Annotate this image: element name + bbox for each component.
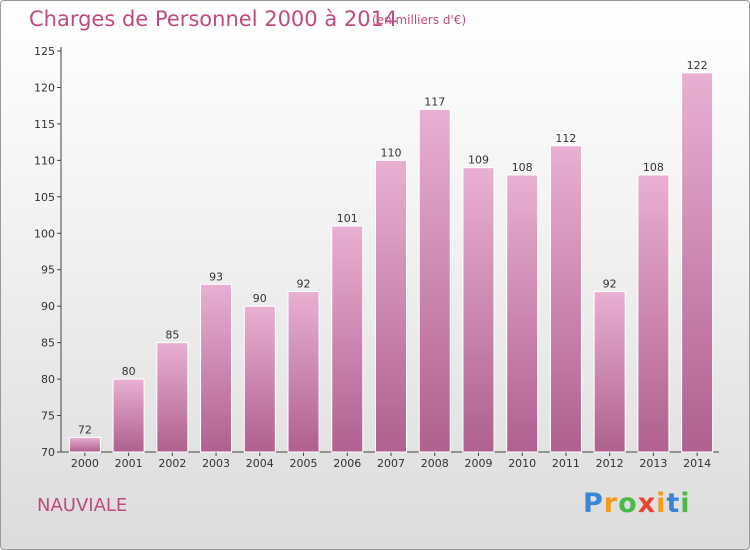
x-tick-label-2005: 2005	[290, 457, 318, 470]
x-tick-label-2003: 2003	[202, 457, 230, 470]
value-label-2005: 92	[297, 278, 311, 291]
value-label-2014: 122	[687, 59, 708, 72]
logo-letter: x	[637, 488, 657, 519]
bar-2001	[112, 378, 145, 453]
x-tick-label-2001: 2001	[115, 457, 143, 470]
y-tick-label: 110	[34, 154, 55, 167]
value-label-2007: 110	[381, 146, 402, 159]
bar-2010	[506, 174, 539, 453]
logo-letter: P	[583, 488, 604, 519]
bar-2007	[375, 159, 407, 453]
bar-2005	[287, 291, 320, 453]
x-tick-label-2000: 2000	[71, 457, 99, 470]
value-label-2002: 85	[165, 329, 179, 342]
y-tick-label: 120	[34, 81, 55, 94]
chart-subtitle: (en milliers d'€)	[372, 13, 467, 27]
bar-2013	[637, 174, 670, 453]
value-label-2012: 92	[603, 278, 617, 291]
logo-letter: r	[603, 488, 619, 519]
bar-2002	[156, 342, 189, 453]
bar-2009	[462, 167, 495, 453]
value-label-2003: 93	[209, 270, 223, 283]
x-tick-label-2009: 2009	[464, 457, 492, 470]
chart-title: Charges de Personnel 2000 à 2014	[29, 7, 398, 31]
y-tick-label: 115	[34, 118, 55, 131]
value-label-2006: 101	[337, 212, 358, 225]
y-tick-label: 75	[41, 410, 55, 423]
y-tick-label: 100	[34, 227, 55, 240]
x-tick-label-2012: 2012	[596, 457, 624, 470]
value-label-2008: 117	[424, 95, 445, 108]
x-tick-label-2006: 2006	[333, 457, 361, 470]
bar-2012	[593, 291, 626, 453]
bar-2003	[200, 283, 233, 453]
bar-2000	[68, 436, 101, 453]
value-label-2000: 72	[78, 423, 92, 436]
y-tick-label: 105	[34, 191, 55, 204]
commune-name: NAUVIALE	[37, 495, 128, 516]
value-label-2004: 90	[253, 292, 267, 305]
bar-2008	[418, 108, 451, 453]
value-label-2013: 108	[643, 161, 664, 174]
logo-letter: i	[656, 488, 667, 519]
bar-2014	[681, 72, 714, 453]
y-tick-label: 85	[41, 337, 55, 350]
logo-letter: o	[618, 488, 638, 519]
bar-2011	[549, 145, 582, 453]
value-label-2011: 112	[555, 132, 576, 145]
bar-2006	[331, 225, 364, 453]
bar-2004	[243, 305, 276, 453]
y-tick-label: 90	[41, 300, 55, 313]
x-tick-label-2014: 2014	[683, 457, 711, 470]
x-tick-label-2008: 2008	[421, 457, 449, 470]
axes: 70 75 80 85 90 95 100 105 110 115 120 125 2000 2001 20…	[34, 45, 719, 470]
y-tick-label: 70	[41, 446, 55, 459]
bars: 72 80 85 93 90 92 101 110 117 109 108 112 92 108 122	[68, 59, 714, 453]
x-tick-label-2011: 2011	[552, 457, 580, 470]
x-tick-label-2013: 2013	[639, 457, 667, 470]
logo-letter: i	[680, 488, 691, 519]
y-tick-label: 80	[41, 373, 55, 386]
value-label-2010: 108	[512, 161, 533, 174]
x-tick-label-2004: 2004	[246, 457, 274, 470]
y-tick-label: 95	[41, 264, 55, 277]
value-label-2001: 80	[122, 365, 136, 378]
x-tick-label-2007: 2007	[377, 457, 405, 470]
y-tick-label: 125	[34, 45, 55, 58]
proxiti-logo: Proxiti	[583, 488, 691, 519]
value-label-2009: 109	[468, 154, 489, 167]
x-tick-label-2002: 2002	[158, 457, 186, 470]
logo-letter: t	[666, 488, 681, 519]
x-tick-label-2010: 2010	[508, 457, 536, 470]
